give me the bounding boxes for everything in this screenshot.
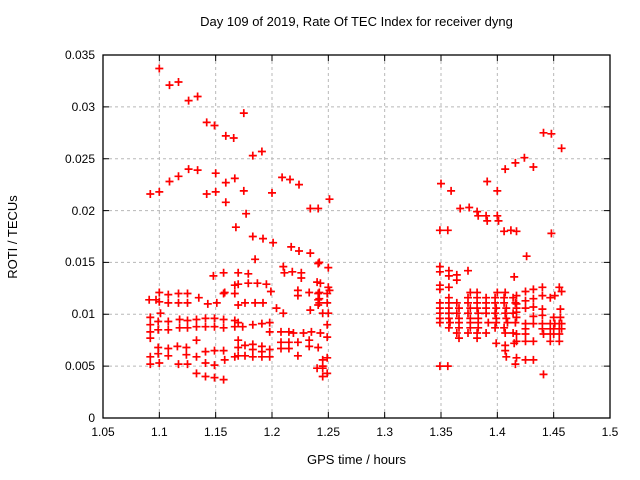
y-tick-label: 0.03 bbox=[71, 99, 95, 114]
x-tick-label: 1.25 bbox=[316, 425, 340, 439]
x-tick-label: 1.3 bbox=[376, 425, 393, 439]
x-tick-label: 1.45 bbox=[541, 425, 566, 439]
x-tick-label: 1.4 bbox=[488, 425, 506, 439]
y-tick-label: 0.015 bbox=[64, 255, 95, 270]
x-tick-label: 1.5 bbox=[601, 425, 619, 439]
y-tick-label: 0.025 bbox=[64, 151, 95, 166]
plot-border bbox=[102, 54, 611, 419]
x-tick-label: 1.1 bbox=[150, 425, 168, 439]
y-tick-label: 0 bbox=[88, 411, 95, 425]
y-tick-label: 0.01 bbox=[71, 307, 95, 322]
x-axis-label: GPS time / hours bbox=[307, 452, 406, 467]
chart-title: Day 109 of 2019, Rate Of TEC Index for r… bbox=[200, 14, 513, 29]
x-tick-label: 1.15 bbox=[203, 425, 228, 439]
y-tick-label: 0.035 bbox=[64, 48, 95, 62]
scatter-series-roti bbox=[145, 64, 566, 384]
x-tick-label: 1.35 bbox=[429, 425, 453, 439]
x-tick-label: 1.05 bbox=[91, 425, 115, 439]
y-tick-label: 0.02 bbox=[71, 203, 95, 218]
y-tick-label: 0.005 bbox=[64, 359, 95, 374]
x-tick-label: 1.2 bbox=[263, 425, 281, 439]
